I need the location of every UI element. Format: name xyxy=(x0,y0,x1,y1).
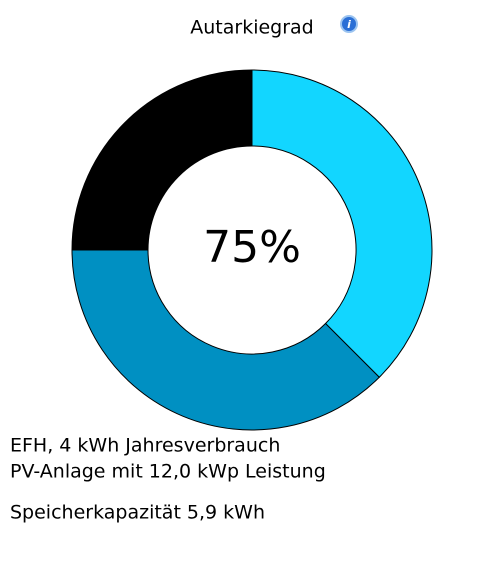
center-label: 75% xyxy=(203,222,301,273)
note: PV-Anlage mit 12,0 kWp Leistung xyxy=(10,461,326,483)
donut-segment xyxy=(251,69,433,378)
chart-title: Autarkiegrad xyxy=(190,17,314,39)
info-icon[interactable]: i xyxy=(340,15,358,33)
note: Speicherkapazität 5,9 kWh xyxy=(10,502,265,524)
donut-segment xyxy=(71,249,380,431)
note: EFH, 4 kWh Jahresverbrauch xyxy=(10,435,280,457)
svg-text:i: i xyxy=(347,18,351,31)
donut-segment xyxy=(71,69,253,251)
donut xyxy=(71,69,433,431)
